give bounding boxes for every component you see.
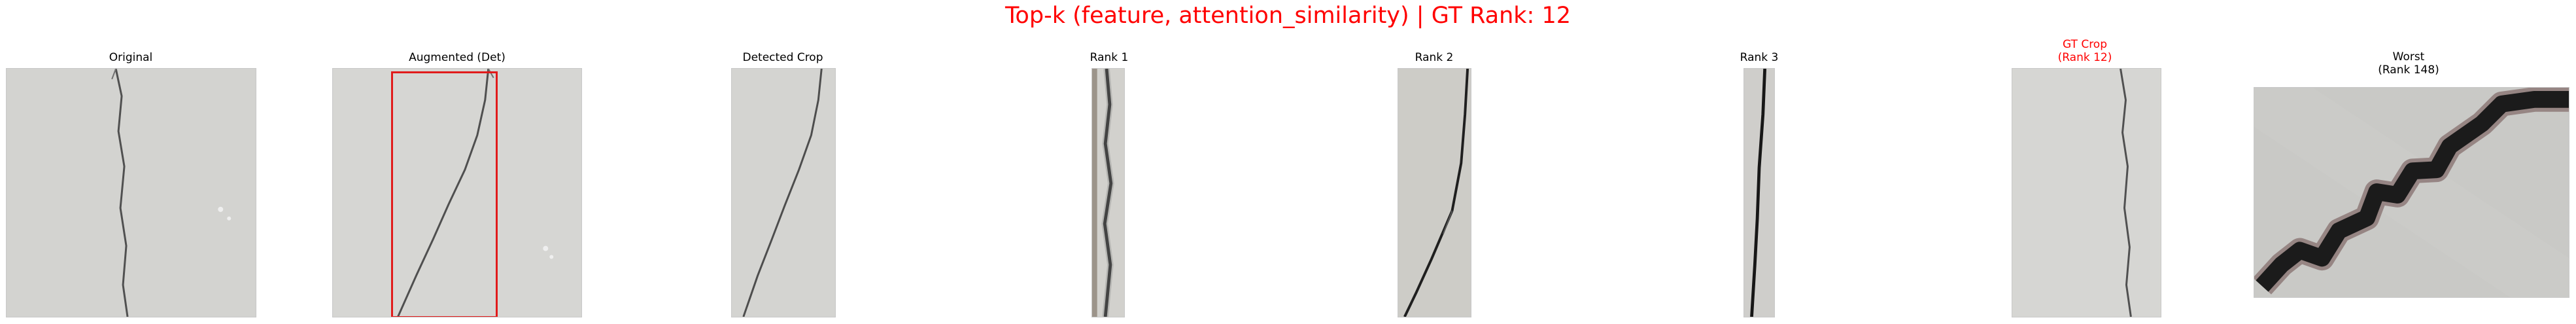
- panel-title-rank-1: Rank 1: [1090, 51, 1129, 64]
- panel-title-gt-crop: GT Crop (Rank 12): [1967, 38, 2203, 64]
- detected-crop-image: [731, 68, 836, 317]
- original-image: [6, 68, 256, 317]
- worst-title-line-2: (Rank 148): [2378, 63, 2439, 77]
- panel-title-worst: Worst (Rank 148): [2291, 50, 2526, 77]
- panel-title-augmented: Augmented (Det): [409, 51, 506, 64]
- panel-title-detected-crop: Detected Crop: [742, 51, 823, 64]
- worst-title-line-1: Worst: [2392, 50, 2425, 63]
- rank-2-image: [1398, 68, 1471, 317]
- gt-crop-title-line-2: (Rank 12): [2057, 51, 2112, 64]
- augmented-image: [332, 68, 582, 317]
- panel-title-rank-2: Rank 2: [1415, 51, 1454, 64]
- rank-3-image: [1743, 68, 1775, 317]
- rank-1-image: [1091, 68, 1125, 317]
- figure-title: Top-k (feature, attention_similarity) | …: [1005, 3, 1571, 29]
- gt-crop-image: [2012, 68, 2161, 317]
- worst-image: [2254, 87, 2569, 298]
- gt-crop-title-line-1: GT Crop: [2062, 38, 2108, 51]
- panel-title-rank-3: Rank 3: [1740, 51, 1779, 64]
- detection-box: [391, 71, 498, 317]
- panel-title-original: Original: [109, 51, 153, 64]
